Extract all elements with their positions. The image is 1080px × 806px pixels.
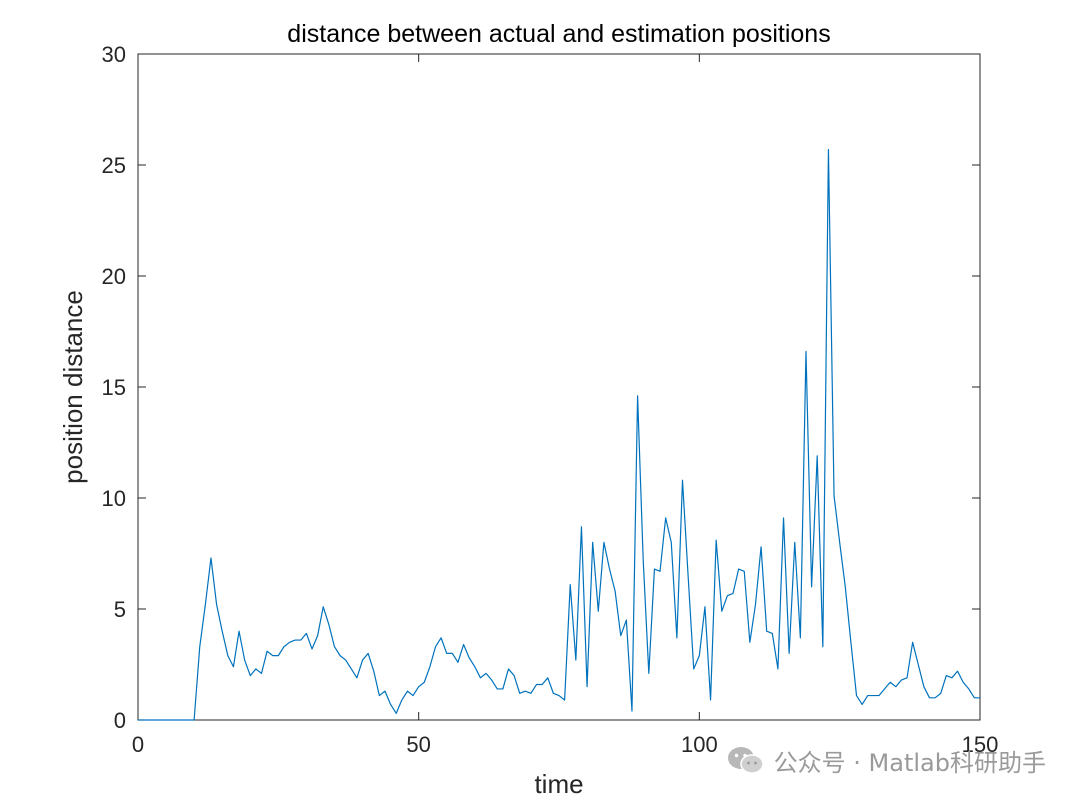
y-tick-label-20: 20 bbox=[102, 264, 126, 289]
y-ticks: 0 5 10 15 20 25 30 bbox=[102, 42, 980, 733]
y-tick-label-15: 15 bbox=[102, 375, 126, 400]
x-tick-label-50: 50 bbox=[406, 732, 430, 757]
y-tick-label-25: 25 bbox=[102, 153, 126, 178]
y-axis-title: position distance bbox=[58, 290, 88, 484]
y-tick-label-10: 10 bbox=[102, 486, 126, 511]
x-ticks: 0 50 100 150 bbox=[132, 54, 998, 757]
wechat-icon bbox=[727, 746, 764, 774]
watermark-text: 公众号 · Matlab科研助手 bbox=[773, 749, 1046, 777]
x-tick-label-0: 0 bbox=[132, 732, 144, 757]
x-axis-title: time bbox=[534, 769, 583, 799]
y-tick-label-5: 5 bbox=[114, 597, 126, 622]
chart-title: distance between actual and estimation p… bbox=[287, 20, 830, 48]
plot-area: 0 5 10 15 20 25 30 0 50 100 150 bbox=[102, 42, 999, 757]
y-tick-label-0: 0 bbox=[114, 708, 126, 733]
x-tick-label-100: 100 bbox=[681, 732, 718, 757]
watermark: 公众号 · Matlab科研助手 bbox=[726, 743, 1046, 778]
series-line-position-distance bbox=[138, 148, 980, 721]
x-tick-label-150: 150 bbox=[962, 732, 999, 757]
y-tick-label-30: 30 bbox=[102, 42, 126, 67]
axes-box bbox=[137, 53, 981, 721]
